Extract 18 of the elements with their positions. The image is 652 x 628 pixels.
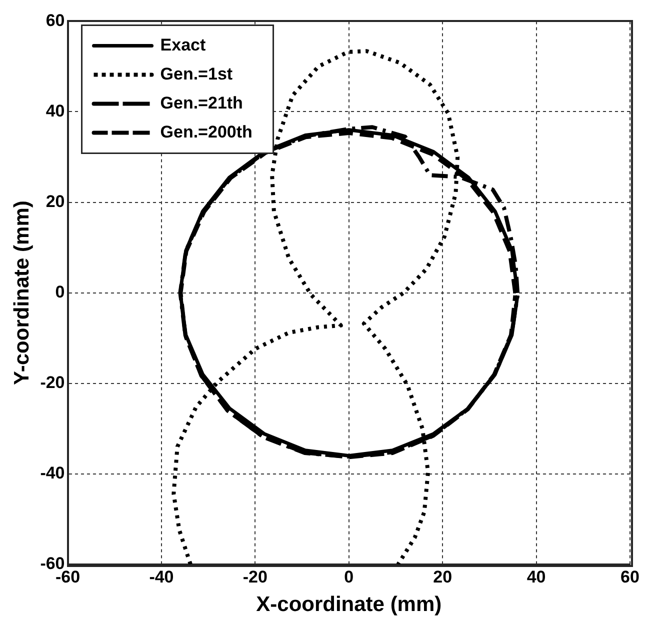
legend-label: Exact [160, 35, 206, 54]
legend-label: Gen.=21th [160, 93, 243, 112]
y-tick-label: 60 [46, 10, 65, 30]
legend-label: Gen.=1st [160, 64, 233, 84]
x-tick-label: -20 [242, 567, 268, 586]
x-tick-label: 60 [620, 567, 640, 586]
x-tick-label: -40 [149, 567, 174, 586]
x-tick-label: 40 [526, 567, 546, 586]
x-tick-label: 0 [344, 567, 354, 586]
y-tick-label: 20 [46, 192, 65, 211]
y-axis-title: Y-coordinate (mm) [10, 200, 34, 385]
y-tick-label: -20 [40, 373, 65, 392]
x-tick-label: 20 [433, 567, 452, 586]
legend-label: Gen.=200th [160, 122, 252, 142]
y-tick-label: -40 [40, 464, 65, 483]
x-axis-title: X-coordinate (mm) [256, 593, 442, 616]
y-tick-label: 0 [55, 282, 65, 302]
y-tick-label: 40 [46, 101, 65, 120]
